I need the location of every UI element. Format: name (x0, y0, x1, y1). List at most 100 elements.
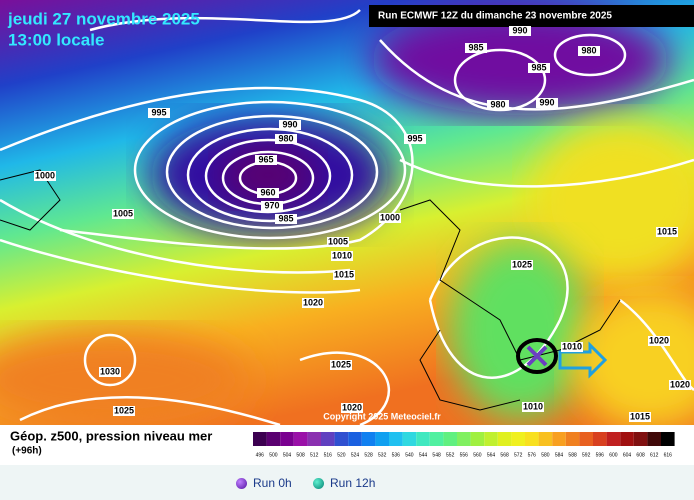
scale-swatch (334, 432, 349, 446)
isobar-label: 965 (258, 154, 273, 164)
color-scale: 496 500 504 508 512 516 520 524 528 532 536 540 544 5… (253, 432, 675, 458)
scale-label: 544 (419, 452, 428, 458)
isobar-label-bg (34, 171, 56, 181)
isobar-label: 1015 (630, 411, 650, 421)
scale-swatch (361, 432, 376, 446)
scale-label: 552 (446, 452, 455, 458)
map: Run ECMWF 12Z du dimanche 23 novembre 20… (0, 0, 694, 465)
run-0h-option[interactable]: Run 0h (236, 476, 292, 490)
isobar-label-bg (511, 260, 533, 270)
isobar-label-bg (327, 237, 349, 247)
run-banner (369, 5, 694, 27)
scale-swatch (470, 432, 485, 446)
run-12h-label[interactable]: Run 12h (330, 476, 376, 490)
isobar-label: 1025 (512, 259, 532, 269)
scale-label: 604 (623, 452, 632, 458)
isobar-label-bg (561, 342, 583, 352)
isobar-label: 1010 (523, 401, 543, 411)
time-title: 13:00 locale (8, 30, 104, 49)
isobar-label: 1020 (670, 379, 690, 389)
scale-swatch (443, 432, 457, 446)
legend-step: (+96h) (12, 446, 42, 457)
isobar-label: 990 (539, 97, 554, 107)
scale-label: 548 (432, 452, 441, 458)
scale-label: 556 (460, 452, 469, 458)
isobar-label: 980 (278, 133, 293, 143)
isobar-label-bg (536, 98, 558, 108)
isobar-label-bg (669, 380, 691, 390)
isobar-label: 1020 (649, 335, 669, 345)
scale-label: 600 (609, 452, 618, 458)
isobar-label: 1010 (562, 341, 582, 351)
isobar-label-bg (275, 214, 297, 224)
isobar-label-bg (509, 26, 531, 36)
isobar-label: 1005 (328, 236, 348, 246)
isobars (0, 9, 694, 427)
isobar-label-bg (629, 412, 651, 422)
isobar-label: 990 (282, 119, 297, 129)
isobar-label-bg (330, 360, 352, 370)
isobar-label: 995 (151, 107, 166, 117)
marker (516, 338, 608, 379)
isobar-label-bg (255, 155, 277, 165)
scale-label: 584 (555, 452, 564, 458)
isobar-label: 1015 (334, 269, 354, 279)
isobar-label: 990 (512, 25, 527, 35)
run-12h-option[interactable]: Run 12h (313, 476, 375, 490)
isobar-label: 1010 (332, 250, 352, 260)
scale-label: 616 (664, 452, 673, 458)
isobar-label-bg (302, 298, 324, 308)
isobar-label-bg (275, 134, 297, 144)
scale-swatch (565, 432, 580, 446)
isobar-label-bg (379, 213, 401, 223)
scale-label: 572 (514, 452, 523, 458)
isobar-label-bg (528, 63, 550, 73)
scale-swatch (253, 432, 267, 446)
scale-label: 608 (636, 452, 645, 458)
scale-swatch (579, 432, 593, 446)
isobar-label: 960 (260, 187, 275, 197)
date-title: jeudi 27 novembre 2025 (7, 9, 200, 28)
scale-label: 592 (582, 452, 591, 458)
scale-swatch (416, 432, 430, 446)
isobar-label: 980 (490, 99, 505, 109)
isobar-label-bg (257, 188, 279, 198)
scale-swatch (661, 432, 675, 446)
scale-label: 500 (269, 452, 278, 458)
isobar-label-bg (113, 406, 135, 416)
scale-swatch (389, 432, 403, 446)
scale-label: 536 (392, 452, 401, 458)
isobar-label-bg (99, 367, 121, 377)
isobar-labels: 995 1000 1005 990 980 965 960 970 985 995 1000 1005… (34, 25, 691, 422)
scale-label: 560 (473, 452, 482, 458)
isobar-label: 985 (531, 62, 546, 72)
isobar-label: 1000 (35, 170, 55, 180)
scale-swatch (633, 432, 648, 446)
scale-label: 576 (528, 452, 537, 458)
scale-swatch (593, 432, 607, 446)
field (0, 0, 694, 430)
run-0h-label[interactable]: Run 0h (253, 476, 292, 490)
scale-swatch (429, 432, 444, 446)
isobar-label: 1020 (303, 297, 323, 307)
isobar-label: 1000 (380, 212, 400, 222)
scale-label: 512 (310, 452, 319, 458)
isobar-label: 985 (468, 42, 483, 52)
scale-label: 496 (256, 452, 265, 458)
scale-swatch (280, 432, 294, 446)
scale-swatch (457, 432, 471, 446)
scale-swatch (511, 432, 525, 446)
scale-swatch (538, 432, 553, 446)
scale-swatch (497, 432, 512, 446)
scale-swatch (552, 432, 566, 446)
isobar-label-bg (279, 120, 301, 130)
copyright: Copyright 2025 Meteociel.fr (323, 411, 441, 421)
scale-label: 532 (378, 452, 387, 458)
scale-swatch (307, 432, 321, 446)
scale-swatch (266, 432, 281, 446)
isobar-label: 1025 (114, 405, 134, 415)
scale-label: 504 (283, 452, 292, 458)
scale-swatch (402, 432, 417, 446)
scale-swatch (375, 432, 389, 446)
